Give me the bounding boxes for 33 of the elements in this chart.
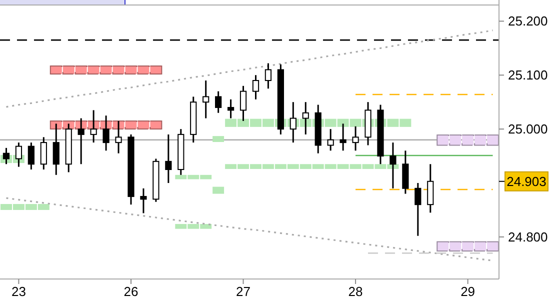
bar xyxy=(212,136,224,142)
candlestick xyxy=(28,142,34,170)
candlestick xyxy=(352,126,359,152)
candlestick xyxy=(264,62,272,90)
candlestick xyxy=(227,98,234,120)
text: 24.903 xyxy=(506,174,546,189)
candlestick xyxy=(414,182,422,237)
x-tick-label: 27 xyxy=(236,284,250,299)
x-tick-label: 28 xyxy=(348,284,363,299)
x-tick-label: 23 xyxy=(11,284,26,299)
candlestick xyxy=(340,122,346,152)
candlestick xyxy=(115,120,122,154)
candlestick xyxy=(215,90,222,114)
y-tick-label: 25.100 xyxy=(508,68,548,83)
candlestick xyxy=(52,122,60,176)
candlestick xyxy=(165,134,172,184)
candlestick xyxy=(40,136,47,170)
y-tick-label: 24.800 xyxy=(508,229,548,244)
candlestick xyxy=(140,188,147,214)
candlestick xyxy=(252,74,260,100)
bar xyxy=(212,186,224,194)
y-tick-label: 25.000 xyxy=(508,122,548,137)
candlestick xyxy=(90,109,97,144)
candlestick xyxy=(240,85,247,122)
x-tick-label: 26 xyxy=(124,284,138,299)
x-tick-label: 29 xyxy=(460,284,476,299)
candlestick xyxy=(427,163,434,214)
candlestick xyxy=(202,80,210,120)
candlestick xyxy=(78,118,84,165)
candlestick xyxy=(102,114,110,152)
candlestick xyxy=(327,128,334,152)
y-tick-label: 25.200 xyxy=(508,14,548,29)
line-series xyxy=(5,30,494,108)
